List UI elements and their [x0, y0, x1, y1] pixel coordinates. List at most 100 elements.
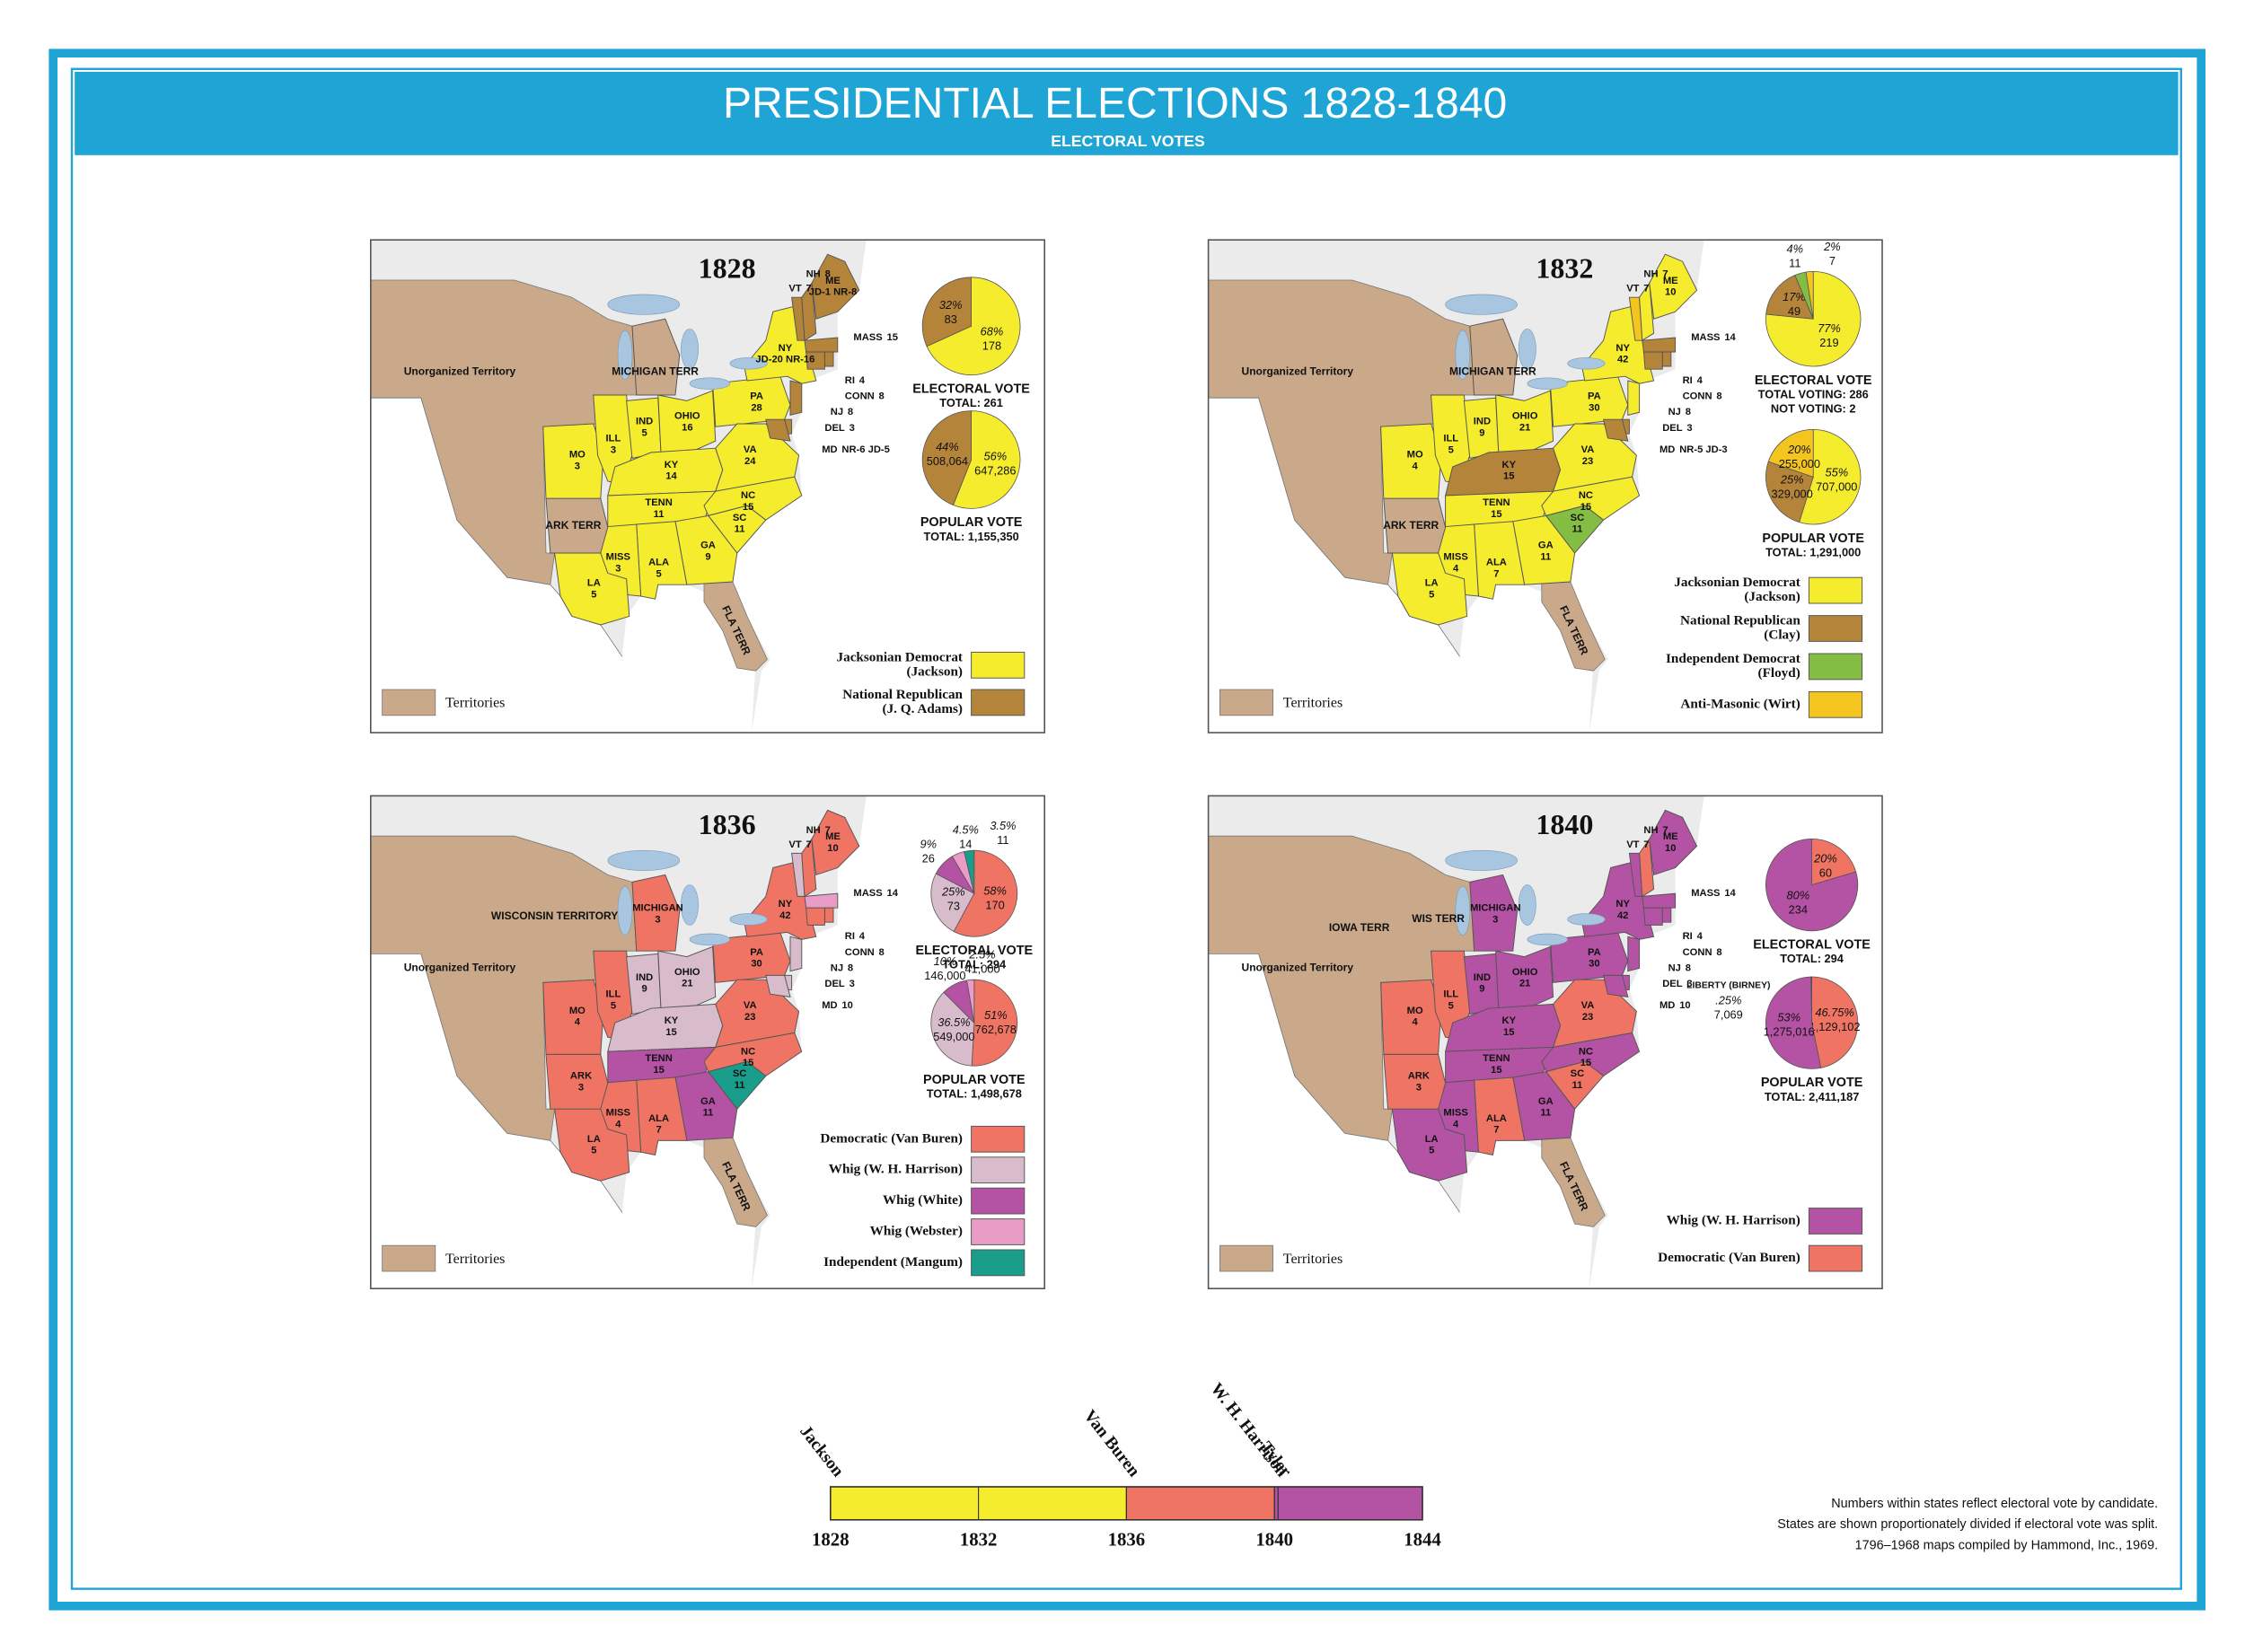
- state-votes: 11: [735, 1080, 745, 1091]
- state-votes: 15: [1503, 1027, 1514, 1038]
- title: PRESIDENTIAL ELECTIONS 1828-1840: [723, 80, 1507, 127]
- state-name: DEL: [824, 979, 845, 989]
- state-name: NY: [779, 343, 793, 354]
- territory-label: ARK TERR: [1383, 519, 1439, 532]
- state-label: VT 7: [788, 839, 811, 850]
- slice-percent: 25%: [1780, 473, 1804, 487]
- state-name: PA: [750, 947, 763, 958]
- state-votes: 15: [743, 502, 753, 513]
- pie-caption: ELECTORAL VOTE: [1753, 938, 1871, 953]
- slice-value: 178: [982, 338, 1001, 352]
- state-votes: 11: [735, 524, 745, 535]
- state-label: NJ 8: [1668, 962, 1691, 973]
- state-label: DEL 3: [1662, 423, 1692, 434]
- state-votes: 10: [841, 1000, 852, 1011]
- territory-key-label: Territories: [1283, 696, 1343, 711]
- state-name: NC: [741, 1046, 755, 1057]
- pie-caption: POPULAR VOTE: [1762, 532, 1864, 546]
- state: [554, 1108, 630, 1182]
- lake: [1445, 294, 1518, 315]
- legend-swatch: [971, 1156, 1026, 1184]
- state: [1627, 380, 1641, 417]
- state-label: ALA 7: [648, 1113, 669, 1136]
- state-name: RI: [845, 375, 855, 386]
- state-name: MO: [1407, 1006, 1423, 1016]
- state-name: SC: [733, 1068, 747, 1079]
- state-name: CONN: [1683, 391, 1712, 402]
- legend-sublabel: (Jackson): [907, 663, 963, 679]
- state-votes: 3: [611, 444, 616, 455]
- state-label: LA 5: [587, 578, 601, 601]
- pie-slice: [1765, 270, 1862, 367]
- state-label: ALA 5: [648, 558, 669, 580]
- state-votes: 21: [1519, 979, 1530, 989]
- state-label: NJ 8: [831, 962, 853, 973]
- territory-label: Unorganized Territory: [1242, 365, 1354, 378]
- state: [765, 974, 791, 997]
- state-name: CONN: [845, 391, 875, 402]
- tick-label: 1828: [812, 1530, 850, 1551]
- inner-frame: [70, 67, 2182, 1590]
- state-votes: 30: [751, 959, 762, 970]
- state-label: TENN 15: [645, 1053, 672, 1076]
- pie-caption: POPULAR VOTE: [920, 515, 1023, 530]
- lake: [729, 913, 768, 926]
- state-votes: 5: [1448, 444, 1454, 455]
- slice-value: 1,129,102: [1809, 1020, 1861, 1033]
- state: [804, 337, 839, 353]
- pie-caption: ELECTORAL VOTE: [915, 944, 1033, 958]
- state-votes: 11: [654, 509, 665, 520]
- state-votes: 8: [1716, 947, 1721, 958]
- state-votes: 7: [1493, 1125, 1499, 1136]
- state: [1661, 907, 1672, 923]
- slice-percent: 4%: [1787, 242, 1804, 255]
- slice-value: 7,069: [1714, 1008, 1743, 1022]
- state-name: IND: [636, 972, 653, 983]
- state-name: LA: [587, 1134, 601, 1145]
- state-name: MASS: [853, 888, 883, 899]
- state-votes: 5: [1429, 1146, 1434, 1156]
- slice-percent: 32%: [939, 298, 963, 312]
- pie-slice: [1765, 976, 1822, 1069]
- state-votes: 9: [705, 551, 710, 562]
- state-name: GA: [700, 1096, 716, 1107]
- slice-value: 219: [1819, 336, 1838, 349]
- slice-value: 707,000: [1816, 480, 1857, 494]
- state-label: MICHIGAN 3: [632, 902, 683, 925]
- legend-swatch: [1808, 653, 1863, 681]
- state-label: RI 4: [845, 931, 866, 942]
- state-votes: 7: [806, 839, 811, 850]
- state-label: ARK 3: [570, 1071, 592, 1094]
- state-votes: 11: [703, 1108, 714, 1119]
- pie-caption: TOTAL: 1,155,350: [923, 530, 1018, 543]
- pie-slice: [1799, 428, 1862, 525]
- state: [765, 418, 791, 442]
- state-name: MASS: [1691, 332, 1721, 343]
- state-name: VA: [744, 1000, 757, 1011]
- state-votes: 15: [887, 332, 898, 343]
- lake: [607, 294, 681, 315]
- slice-value: 549,000: [933, 1030, 974, 1043]
- legend-label: Whig (Webster): [870, 1223, 963, 1238]
- legend-label: Jacksonian Democrat: [837, 649, 963, 664]
- slice-value: 73: [947, 900, 960, 913]
- state-name: OHIO: [674, 967, 700, 978]
- state-name: OHIO: [1512, 967, 1538, 978]
- state: [1642, 337, 1677, 353]
- state-votes: 11: [1572, 524, 1582, 535]
- state-name: ALA: [648, 558, 669, 568]
- state-votes: 8: [825, 269, 831, 280]
- state-label: MO 4: [1407, 1006, 1423, 1028]
- lake: [1567, 913, 1606, 926]
- state-label: MO 4: [569, 1006, 585, 1028]
- state-votes: 3: [1416, 1082, 1422, 1093]
- state-votes: 8: [848, 962, 853, 973]
- state-votes: 3: [615, 563, 621, 574]
- state-votes: 5: [591, 1146, 596, 1156]
- state-label: IND 9: [1474, 972, 1491, 995]
- territory-key-label: Territories: [445, 1252, 505, 1267]
- state-votes: 11: [1540, 1108, 1551, 1119]
- state-votes: 8: [1716, 391, 1721, 402]
- state-votes: 3: [1686, 979, 1692, 989]
